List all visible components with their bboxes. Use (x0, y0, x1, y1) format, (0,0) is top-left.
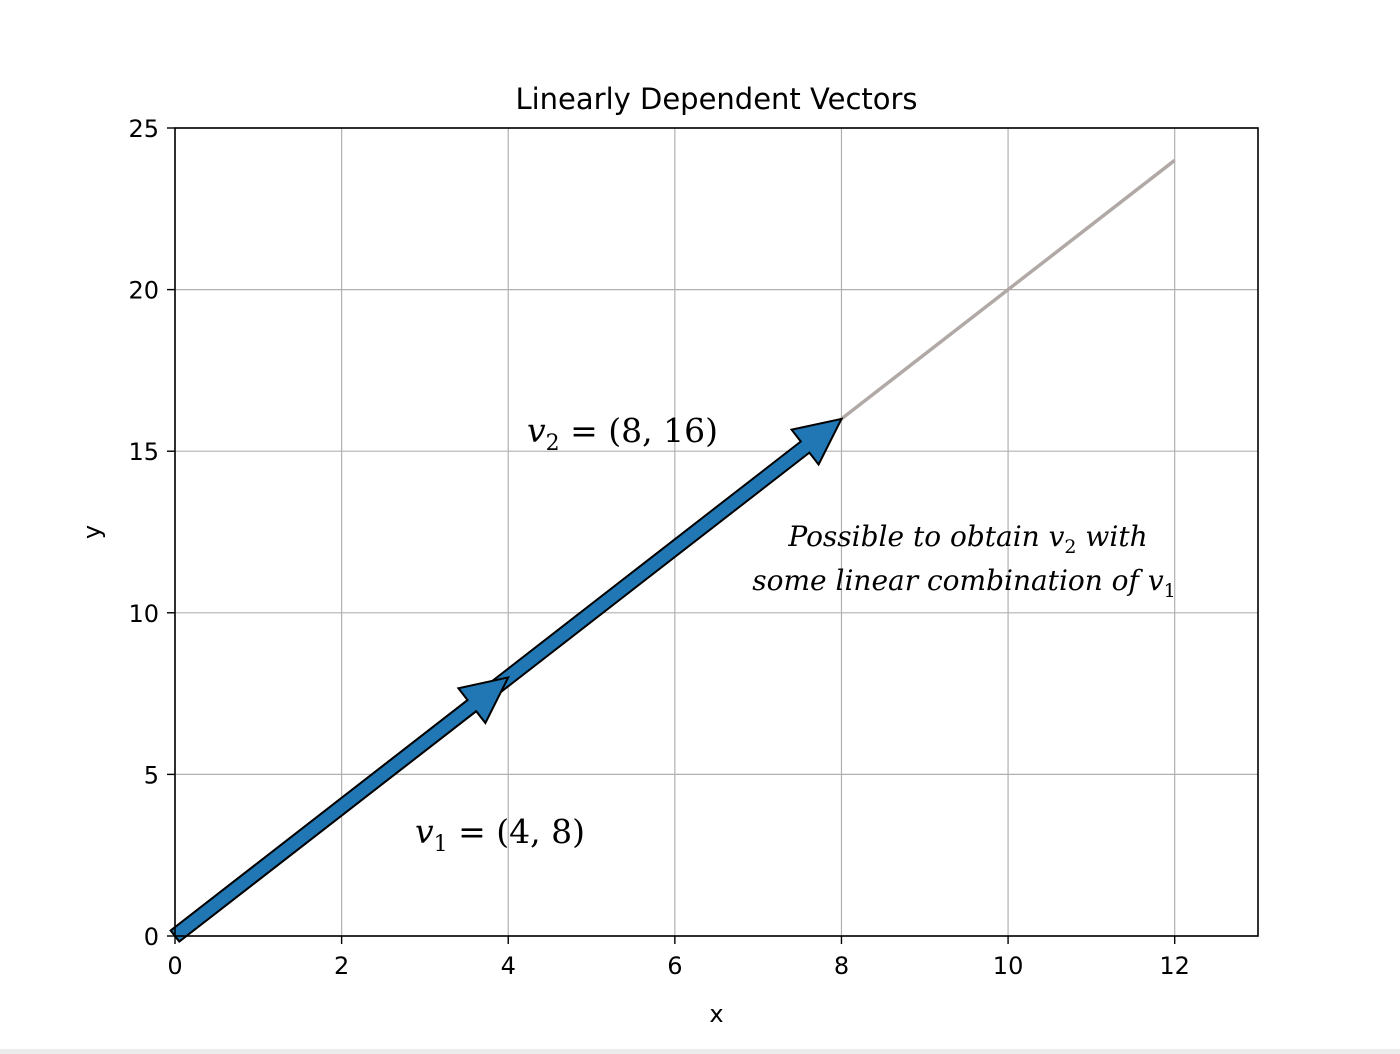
vector-v2-value: = (8, 16) (560, 411, 718, 450)
vector-v2-subscript: 2 (546, 431, 560, 456)
annotation-line-1-tail: with (1077, 520, 1148, 553)
x-tick-label: 4 (501, 952, 516, 980)
annotation-line-1: Possible to obtain v2 with (787, 520, 1147, 558)
bottom-strip (0, 1049, 1400, 1054)
annotation-line-2: some linear combination of v1 (752, 564, 1175, 602)
annotation-line-2-text: some linear combination of (752, 564, 1148, 597)
vector-labels: v1 = (4, 8)v2 = (8, 16) (415, 411, 718, 857)
x-tick-label: 10 (993, 952, 1024, 980)
annotation-line-1-var: v (1049, 520, 1065, 553)
x-axis-label: x (709, 1000, 723, 1028)
x-tick-label: 12 (1159, 952, 1190, 980)
annotation-line-1-text: Possible to obtain (787, 520, 1048, 553)
y-tick-label: 5 (144, 761, 159, 789)
chart-title: Linearly Dependent Vectors (515, 82, 917, 116)
vector-v1-name: v (415, 812, 434, 851)
vector-v1-subscript: 1 (434, 832, 448, 857)
plot-area (169, 158, 1176, 943)
annotation-line-1-sub: 2 (1064, 536, 1076, 558)
y-tick-label: 20 (128, 277, 159, 305)
x-tick-label: 8 (834, 952, 849, 980)
vector-v1-value: = (4, 8) (448, 812, 585, 851)
y-tick-label: 15 (128, 438, 159, 466)
y-tick-label: 0 (144, 923, 159, 951)
x-tick-label: 2 (334, 952, 349, 980)
vector-v1-label: v1 = (4, 8) (415, 812, 585, 857)
x-tick-label: 6 (667, 952, 682, 980)
y-axis-label: y (78, 525, 106, 539)
y-tick-label: 25 (128, 115, 159, 143)
y-tick-label: 10 (128, 600, 159, 628)
vector-v1-arrow (169, 675, 511, 943)
annotation-line-2-var: v (1148, 564, 1164, 597)
vector-v2-label: v2 = (8, 16) (527, 411, 718, 456)
x-tick-label: 0 (167, 952, 182, 980)
axes-frame (174, 127, 1259, 937)
annotation-line-2-sub: 1 (1164, 580, 1176, 602)
vector-v2-name: v (527, 411, 546, 450)
